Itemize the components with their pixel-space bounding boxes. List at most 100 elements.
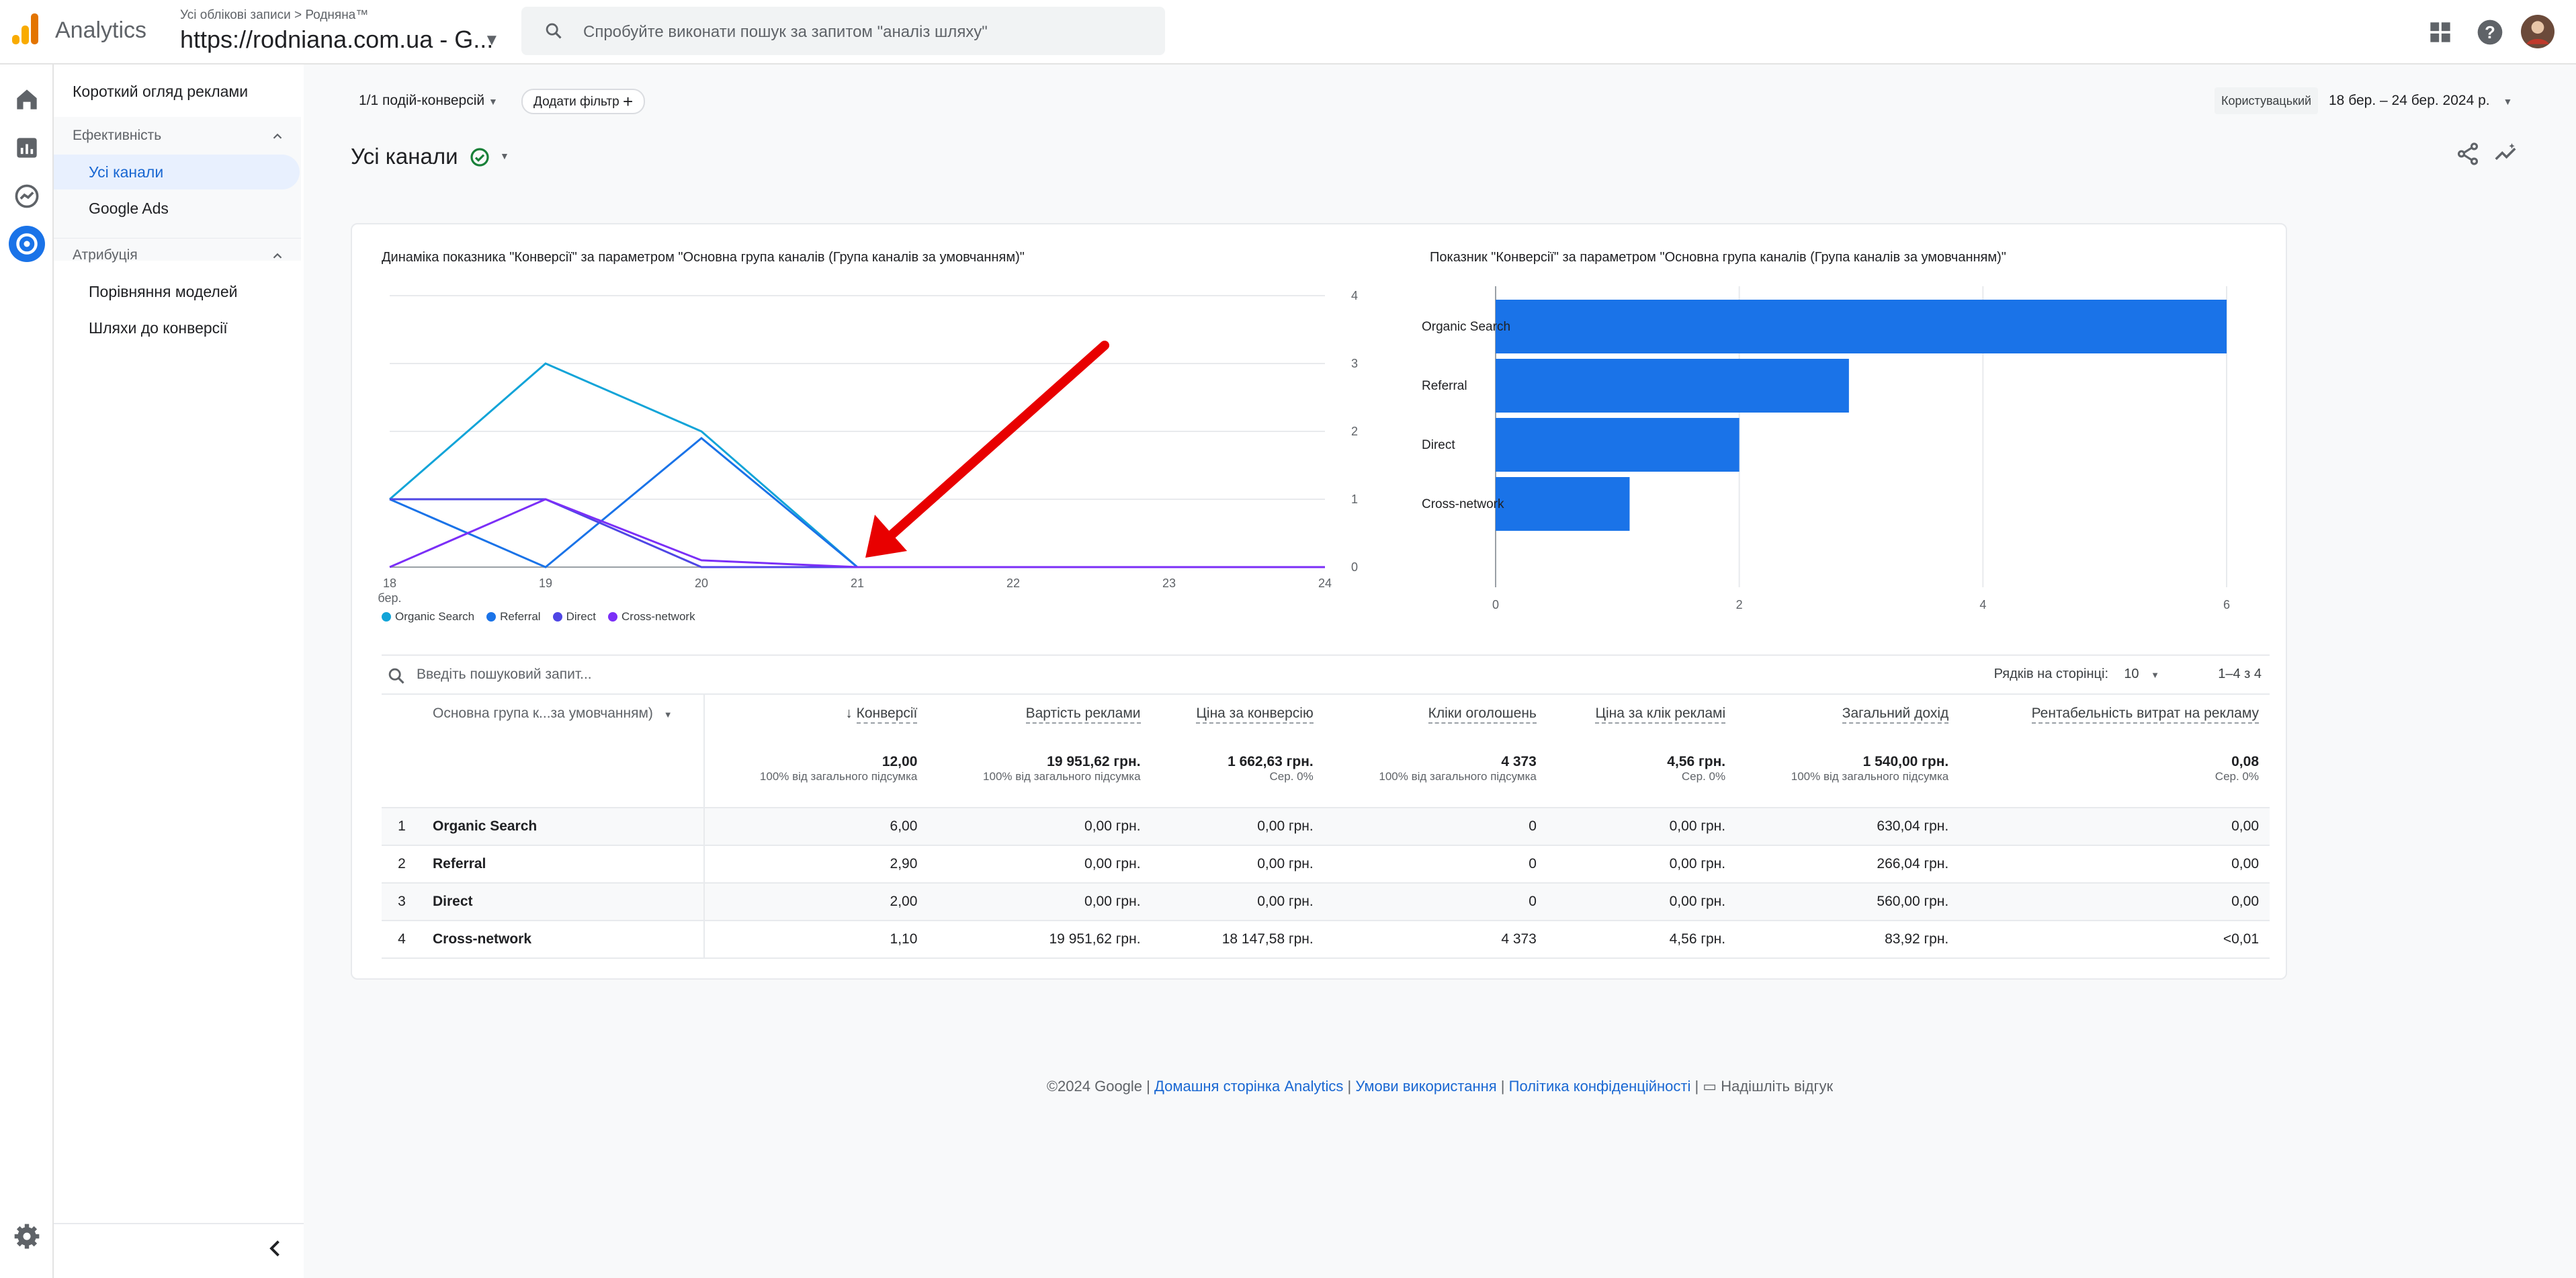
insights-icon[interactable] [2493,141,2518,167]
series-line-cross-network [389,498,1325,568]
table-row[interactable]: 1 Organic Search 6,00 0,00 грн. 0,00 грн… [382,808,2270,845]
nav-section-performance-header[interactable]: Ефективність [73,128,162,143]
y-tick-label: 0 [1351,560,1358,574]
legend-label: Cross-network [621,610,695,623]
bar-chart-title: Показник "Конверсії" за параметром "Осно… [1430,250,2006,265]
date-range-selector[interactable]: 18 бер. – 24 бер. 2024 р. ▼ [2329,93,2512,109]
collapse-nav-icon[interactable] [263,1236,288,1261]
legend-organic-search[interactable]: Organic Search [382,610,474,624]
table-cell: 0,00 грн. [1669,894,1726,909]
legend-label: Direct [566,610,596,623]
apps-grid-icon[interactable] [2425,17,2455,47]
add-filter-button[interactable]: Додати фільтр + [521,89,646,114]
bar-referral [1496,359,1849,413]
chevron-up-icon[interactable] [270,129,285,144]
line-chart-legend: Organic Search Referral Direct Cross-net… [382,610,695,624]
share-icon[interactable] [2455,141,2481,167]
x-tick-label: 6 [2223,598,2230,611]
totals-dimension [422,732,705,770]
chevron-up-icon[interactable] [270,249,285,263]
table-cell: 4,56 грн. [1669,931,1726,947]
nav-item-google-ads[interactable]: Google Ads [89,200,169,217]
caret-down-icon[interactable]: ▼ [484,31,500,49]
header-roas[interactable]: Рентабельність витрат на рекламу [1959,695,2270,732]
row-channel[interactable]: Organic Search [422,808,705,845]
table-search-input[interactable]: Введіть пошуковий запит... [417,667,592,682]
search-input[interactable]: Спробуйте виконати пошук за запитом "ана… [583,23,988,41]
legend-cross-network[interactable]: Cross-network [608,610,695,624]
row-channel[interactable]: Direct [422,883,705,921]
table-row[interactable]: 3 Direct 2,00 0,00 грн. 0,00 грн. 0 0,00… [382,883,2270,921]
check-circle-icon[interactable] [469,146,490,168]
avatar[interactable] [2521,15,2554,48]
conversion-events-filter[interactable]: 1/1 подій-конверсій ▼ [359,93,498,109]
nav-section-attribution-header[interactable]: Атрибуція [73,247,138,263]
date-range-label: 18 бер. – 24 бер. 2024 р. [2329,93,2490,108]
total-cell: 0,08 [2231,754,2259,769]
nav-ads-overview[interactable]: Короткий огляд реклами [73,83,249,100]
footer-link-terms[interactable]: Умови використання [1355,1078,1497,1095]
settings-gear-icon[interactable] [12,1222,42,1251]
nav-item-all-channels[interactable]: Усі канали [54,155,300,189]
title-caret-down-icon[interactable]: ▼ [500,151,509,161]
table-row[interactable]: 4 Cross-network 1,10 19 951,62 грн. 18 1… [382,921,2270,958]
legend-referral[interactable]: Referral [486,610,541,624]
nav-item-model-comparison[interactable]: Порівняння моделей [89,283,238,300]
reports-icon[interactable] [12,133,42,163]
table-cell: 18 147,58 грн. [1221,931,1314,947]
footer-link-privacy[interactable]: Політика конфіденційності [1508,1078,1691,1095]
legend-direct[interactable]: Direct [552,610,596,624]
header-ad-cost[interactable]: Вартість реклами [928,695,1151,732]
header-label: Загальний дохід [1842,706,1949,724]
home-icon[interactable] [12,85,42,114]
header-label: Ціна за клік рекламі [1595,706,1726,724]
x-tick-label: 18 [383,577,396,590]
category-label: Cross-network [1422,497,1504,511]
total-sub-cell: 100% від загального підсумка [759,770,918,783]
line-chart-title: Динаміка показника "Конверсії" за параме… [382,250,1025,265]
total-sub-cell: Сер. 0% [2215,770,2259,783]
header-cost-per-conversion[interactable]: Ціна за конверсію [1152,695,1324,732]
rows-per-page-select[interactable]: 10 ▼ [2124,667,2159,682]
caret-down-icon: ▼ [2151,670,2159,680]
totals-sub-row: 100% від загального підсумка 100% від за… [382,770,2270,808]
conversion-events-label: 1/1 подій-конверсій [359,93,485,108]
account-breadcrumb[interactable]: Усі облікові записи > Родняна™ [180,8,369,22]
bar-cross-network [1496,477,1630,531]
plus-icon: + [622,91,634,112]
rows-per-page-label: Рядків на сторінці: [1993,667,2108,681]
x-tick-label: 19 [539,577,552,590]
total-sub-cell: Сер. 0% [1681,770,1726,783]
x-tick-label: 2 [1736,598,1743,611]
footer-link-home[interactable]: Домашня сторінка Analytics [1154,1078,1344,1095]
header-conversions[interactable]: ↓ Конверсії [704,695,928,732]
table-cell: 1,10 [890,931,918,947]
series-line-direct [390,498,1325,568]
help-icon[interactable]: ? [2475,17,2505,47]
header-ad-clicks[interactable]: Кліки оголошень [1324,695,1547,732]
page-footer: ©2024 Google | Домашня сторінка Analytic… [1046,1078,1834,1095]
footer-copyright: ©2024 Google | [1046,1078,1150,1095]
row-index: 2 [398,856,406,871]
footer-feedback[interactable]: ▭ Надішліть відгук [1703,1078,1833,1095]
advertising-icon[interactable] [9,226,45,262]
row-channel[interactable]: Cross-network [422,921,705,958]
category-label: Organic Search [1422,320,1510,334]
header-total-revenue[interactable]: Загальний дохід [1736,695,1959,732]
dimension-header[interactable]: Основна група к...за умовчанням) ▼ [422,695,705,732]
table-cell: 0 [1529,894,1537,909]
table-row[interactable]: 2 Referral 2,90 0,00 грн. 0,00 грн. 0 0,… [382,845,2270,883]
x-tick-label: 21 [851,577,864,590]
nav-item-conversion-paths[interactable]: Шляхи до конверсії [89,319,228,337]
header-cost-per-click[interactable]: Ціна за клік рекламі [1547,695,1736,732]
account-selector[interactable]: https://rodniana.com.ua - G... [180,26,494,53]
svg-text:?: ? [2485,24,2495,42]
row-channel[interactable]: Referral [422,845,705,883]
add-filter-label: Додати фільтр [533,95,619,109]
left-rail [0,65,54,1278]
analytics-logo[interactable] [12,13,39,44]
conversions-bar-chart[interactable]: 0 2 4 6 Organic Search Referral Direct Cross-ne… [1414,224,2287,654]
explore-icon[interactable] [12,181,42,211]
search-bar[interactable]: Спробуйте виконати пошук за запитом "ана… [521,7,1165,55]
